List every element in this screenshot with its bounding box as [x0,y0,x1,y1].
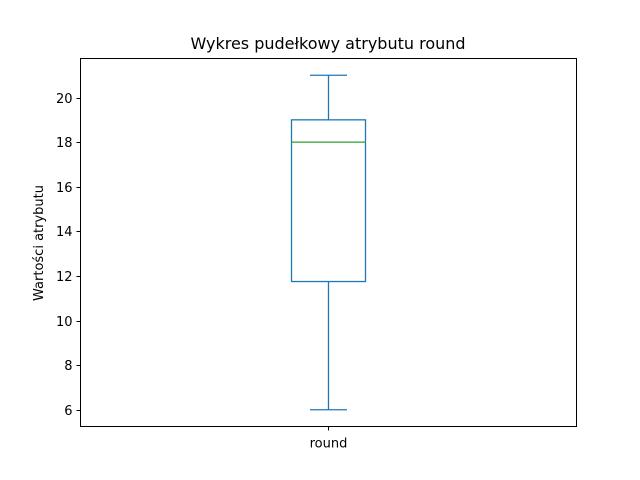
y-tick-label: 6 [64,404,72,419]
y-tick-label: 8 [64,359,72,374]
y-tick-label: 18 [56,136,73,151]
y-tick-label: 12 [56,270,73,285]
chart-title: Wykres pudełkowy atrybutu round [190,34,465,53]
x-tick-label: round [310,437,348,452]
box-iqr [290,119,367,283]
y-tick-label: 16 [56,181,73,196]
y-axis-label: Wartości atrybutu [32,185,47,301]
plot-area: 6 8 10 12 14 16 18 20 round [56,74,367,452]
y-tick-label: 20 [56,92,73,107]
y-tick-label: 14 [56,225,73,240]
axes-frame [80,58,577,427]
y-tick-label: 10 [56,315,73,330]
